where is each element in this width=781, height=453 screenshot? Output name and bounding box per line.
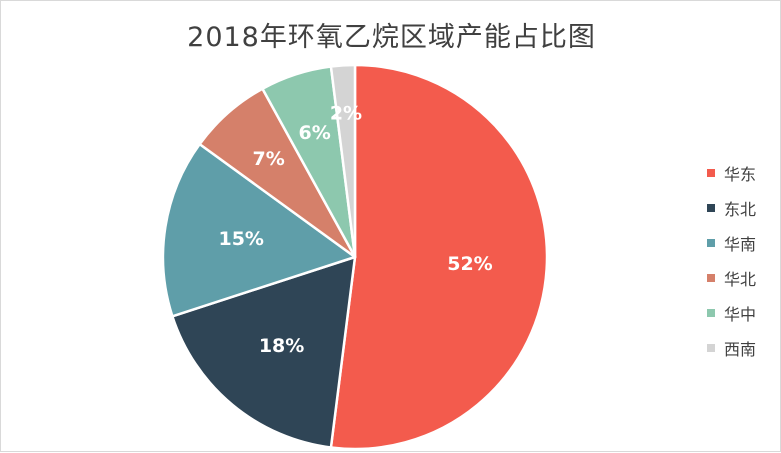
legend-item-2: 华南 — [707, 225, 756, 260]
legend-item-0: 华东 — [707, 155, 756, 190]
data-label-1: 18% — [259, 335, 304, 357]
legend-item-4: 华中 — [707, 295, 756, 330]
legend-swatch — [707, 343, 715, 352]
pie-slice-2 — [161, 142, 357, 318]
legend-swatch — [707, 168, 715, 177]
legend-label: 华北 — [724, 269, 757, 289]
legend-item-5: 西南 — [707, 330, 756, 365]
pie-slice-1 — [171, 255, 357, 449]
legend-label: 华东 — [724, 164, 757, 184]
data-label-4: 6% — [299, 122, 331, 144]
legend-item-3: 华北 — [707, 260, 756, 295]
pie-slice-0 — [329, 63, 549, 451]
legend-swatch — [707, 238, 715, 247]
chart-title: 2018年环氧乙烷区域产能占比图 — [187, 22, 596, 53]
data-label-3: 7% — [253, 148, 285, 170]
pie-slice-5 — [329, 63, 357, 259]
legend-label: 东北 — [724, 199, 757, 219]
legend-label: 华中 — [724, 304, 757, 324]
legend: 华东东北华南华北华中西南 — [707, 155, 756, 365]
legend-label: 华南 — [724, 234, 757, 254]
data-label-5: 2% — [330, 102, 362, 124]
legend-swatch — [707, 273, 715, 282]
legend-swatch — [707, 203, 715, 212]
data-label-0: 52% — [447, 253, 492, 275]
data-label-2: 15% — [218, 228, 263, 250]
legend-item-1: 东北 — [707, 190, 756, 225]
legend-swatch — [707, 308, 715, 317]
legend-label: 西南 — [724, 339, 757, 359]
